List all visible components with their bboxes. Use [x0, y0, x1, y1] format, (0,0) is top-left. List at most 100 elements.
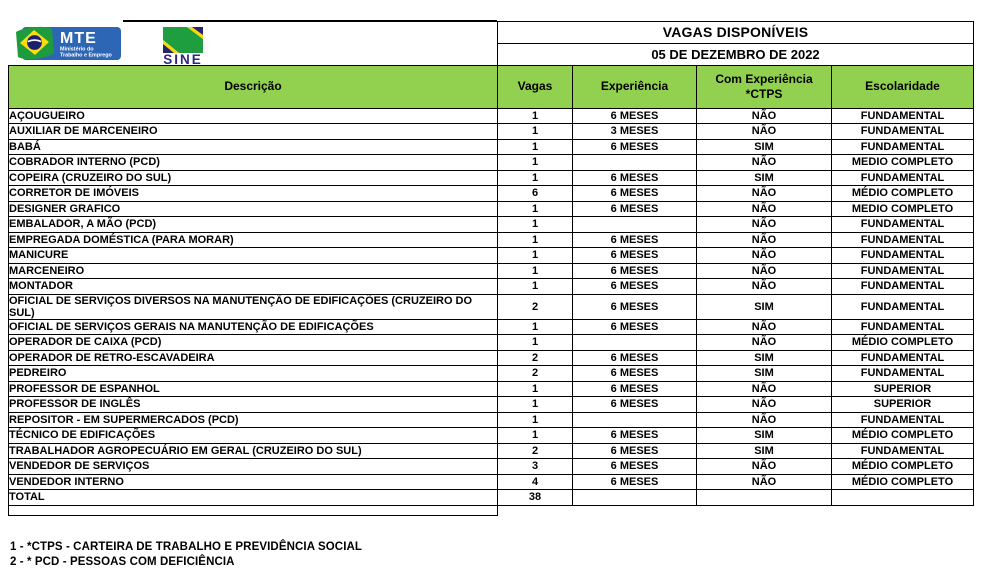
job-description-cell: MANICURE — [8, 247, 498, 264]
education-cell: SUPERIOR — [830, 380, 975, 397]
education-cell: FUNDAMENTAL — [830, 216, 975, 233]
experience-cell — [572, 154, 697, 171]
education-cell: FUNDAMENTAL — [830, 262, 975, 279]
table-row: VENDEDOR INTERNO 4 6 MESES NÃO MÉDIO COMPLET… — [8, 473, 975, 490]
experience-cell: 6 MESES — [572, 169, 697, 186]
mte-subtitle-2: Trabalho e Emprego — [60, 52, 113, 58]
experience-cell: 6 MESES — [572, 442, 697, 459]
ctps-cell: NÃO — [696, 107, 832, 124]
education-cell: FUNDAMENTAL — [830, 278, 975, 295]
vacancies-cell: 1 — [497, 231, 573, 248]
table-row: BABÁ 1 6 MESES SIM FUNDAMENTAL — [8, 138, 975, 155]
experience-cell: 6 MESES — [572, 318, 697, 335]
table-row: OPERADOR DE RETRO-ESCAVADEIRA 2 6 MESES SIM… — [8, 349, 975, 366]
table-row: COBRADOR INTERNO (PCD) 1 NÃO MEDIO COMPLETO — [8, 154, 975, 171]
education-cell: FUNDAMENTAL — [830, 365, 975, 382]
job-description-cell: AUXILIAR DE MARCENEIRO — [8, 123, 498, 140]
ctps-cell: NÃO — [696, 154, 832, 171]
job-description-cell: TRABALHADOR AGROPECUÁRIO EM GERAL (CRUZE… — [8, 442, 498, 459]
ctps-cell: NÃO — [696, 231, 832, 248]
brazil-flag-icon — [15, 26, 54, 59]
job-description-cell: BABÁ — [8, 138, 498, 155]
vacancies-cell: 1 — [497, 247, 573, 264]
ctps-cell: SIM — [696, 442, 832, 459]
ctps-cell: NÃO — [696, 200, 832, 217]
ctps-cell: NÃO — [696, 380, 832, 397]
education-cell: MEDIO COMPLETO — [830, 154, 975, 171]
job-description-cell: VENDEDOR DE SERVIÇOS — [8, 458, 498, 475]
ctps-cell: SIM — [696, 365, 832, 382]
vacancies-cell: 1 — [497, 216, 573, 233]
table-row: CORRETOR DE IMÓVEIS 6 6 MESES NÃO MÉDIO COMP… — [8, 185, 975, 202]
table-row: TÉCNICO DE EDIFICAÇÕES 1 6 MESES SIM MÉDIO C… — [8, 427, 975, 444]
ctps-cell: NÃO — [696, 396, 832, 413]
education-cell: MÉDIO COMPLETO — [830, 334, 975, 351]
experience-cell: 6 MESES — [572, 458, 697, 475]
table-row: DESIGNER GRAFICO 1 6 MESES NÃO MEDIO COMPLET… — [8, 200, 975, 217]
job-description-cell: PEDREIRO — [8, 365, 498, 382]
vacancies-cell: 1 — [497, 169, 573, 186]
experience-cell: 6 MESES — [572, 185, 697, 202]
table-row: MANICURE 1 6 MESES NÃO FUNDAMENTAL — [8, 247, 975, 264]
job-description-cell: OFICIAL DE SERVIÇOS DIVERSOS NA MANUTENÇ… — [8, 293, 498, 320]
total-label-cell: TOTAL — [8, 489, 498, 506]
table-body: AÇOUGUEIRO 1 6 MESES NÃO FUNDAMENTAL AUXILIAR… — [8, 107, 975, 490]
ctps-cell: NÃO — [696, 411, 832, 428]
experience-cell: 6 MESES — [572, 138, 697, 155]
vacancies-cell: 3 — [497, 458, 573, 475]
table-row: OFICIAL DE SERVIÇOS GERAIS NA MANUTENÇÃO… — [8, 318, 975, 335]
vacancies-cell: 1 — [497, 123, 573, 140]
ctps-cell: NÃO — [696, 278, 832, 295]
mte-logo: MTE Ministério do Trabalho e Emprego — [15, 26, 121, 60]
education-cell: FUNDAMENTAL — [830, 318, 975, 335]
experience-cell: 6 MESES — [572, 293, 697, 320]
vacancies-cell: 4 — [497, 473, 573, 490]
experience-cell — [572, 334, 697, 351]
table-row: OFICIAL DE SERVIÇOS DIVERSOS NA MANUTENÇ… — [8, 293, 975, 320]
sine-name: SINE — [163, 52, 203, 66]
column-header-descricao: Descrição — [8, 64, 498, 109]
total-experience-cell — [572, 489, 697, 506]
vacancies-cell: 1 — [497, 262, 573, 279]
experience-cell — [572, 411, 697, 428]
vacancies-cell: 1 — [497, 427, 573, 444]
ctps-cell: NÃO — [696, 185, 832, 202]
experience-cell: 6 MESES — [572, 262, 697, 279]
ctps-cell: NÃO — [696, 458, 832, 475]
ctps-cell: SIM — [696, 427, 832, 444]
experience-cell: 6 MESES — [572, 349, 697, 366]
table-row: PROFESSOR DE ESPANHOL 1 6 MESES NÃO SUPERIOR — [8, 380, 975, 397]
ctps-cell: SIM — [696, 293, 832, 320]
education-cell: FUNDAMENTAL — [830, 349, 975, 366]
total-ctps-cell — [696, 489, 832, 506]
vacancies-cell: 1 — [497, 396, 573, 413]
sine-flag-icon — [162, 26, 203, 53]
ctps-cell: NÃO — [696, 334, 832, 351]
table-row: MONTADOR 1 6 MESES NÃO FUNDAMENTAL — [8, 278, 975, 295]
vacancies-cell: 1 — [497, 380, 573, 397]
column-header-com-experiencia-ctps: Com Experiência *CTPS — [696, 64, 832, 109]
ctps-cell: NÃO — [696, 318, 832, 335]
experience-cell: 6 MESES — [572, 427, 697, 444]
job-description-cell: MONTADOR — [8, 278, 498, 295]
column-header-experiencia: Experiência — [572, 64, 697, 109]
table-row: PROFESSOR DE INGLÊS 1 6 MESES NÃO SUPERIOR — [8, 396, 975, 413]
vacancies-cell: 1 — [497, 154, 573, 171]
job-description-cell: PROFESSOR DE INGLÊS — [8, 396, 498, 413]
education-cell: FUNDAMENTAL — [830, 107, 975, 124]
vacancies-cell: 1 — [497, 318, 573, 335]
date-row: 05 DE DEZEMBRO DE 2022 — [9, 42, 975, 66]
ctps-cell: NÃO — [696, 262, 832, 279]
vacancies-cell: 6 — [497, 185, 573, 202]
job-description-cell: COPEIRA (CRUZEIRO DO SUL) — [8, 169, 498, 186]
ctps-cell: NÃO — [696, 216, 832, 233]
education-cell: MÉDIO COMPLETO — [830, 427, 975, 444]
job-description-cell: VENDEDOR INTERNO — [8, 473, 498, 490]
experience-cell: 6 MESES — [572, 365, 697, 382]
vacancies-cell: 1 — [497, 138, 573, 155]
bulletin-title: VAGAS DISPONÍVEIS — [496, 21, 975, 44]
logo-area: MTE Ministério do Trabalho e Emprego — [9, 22, 497, 66]
experience-cell: 6 MESES — [572, 231, 697, 248]
job-description-cell: MARCENEIRO — [8, 262, 498, 279]
job-description-cell: REPOSITOR - EM SUPERMERCADOS (PCD) — [8, 411, 498, 428]
